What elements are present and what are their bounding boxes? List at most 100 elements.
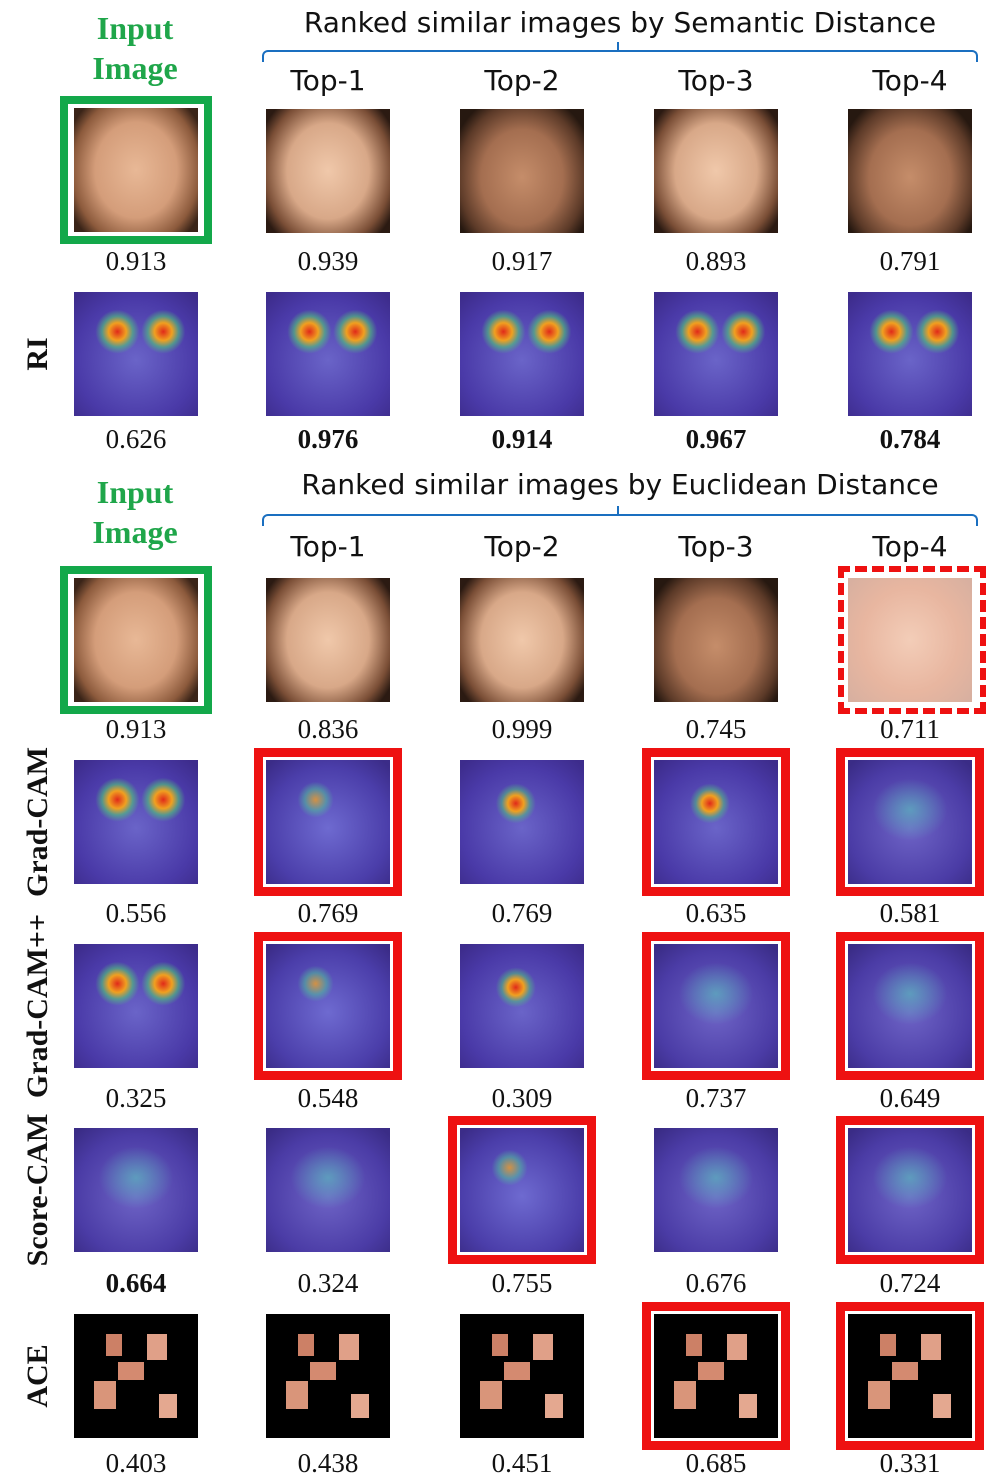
ace-top3-red-frame xyxy=(642,1302,790,1450)
gradcam-top3-heatmap xyxy=(654,760,778,884)
score: 0.556 xyxy=(105,898,167,928)
gradcampp-top3-red-frame xyxy=(642,932,790,1080)
col-top4-header: Top-4 xyxy=(872,530,948,563)
score: 0.745 xyxy=(685,714,747,744)
semantic-bracket xyxy=(262,50,978,62)
gradcampp-top2-heatmap xyxy=(460,944,584,1068)
input-image-title-1: Input Image xyxy=(92,10,178,86)
score: 0.769 xyxy=(297,898,359,928)
ace-top4-red-frame xyxy=(836,1302,984,1450)
input-face-image xyxy=(74,108,198,232)
score: 0.324 xyxy=(297,1268,359,1298)
score: 0.976 xyxy=(297,424,359,454)
gradcam-top1-red-frame xyxy=(254,748,402,896)
semantic-top1-image xyxy=(266,109,390,233)
row-label-grad-cam-plus-plus: Grad-CAM++ xyxy=(21,913,54,1099)
euclid-top4-image xyxy=(848,578,972,702)
gradcampp-top3-heatmap xyxy=(654,944,778,1068)
gradcam-top3-red-frame xyxy=(642,748,790,896)
gradcam-input-heatmap xyxy=(74,760,198,884)
ace-top3-image xyxy=(654,1314,778,1438)
scorecam-top1-heatmap xyxy=(266,1128,390,1252)
euclidean-bracket xyxy=(262,514,978,526)
score: 0.649 xyxy=(879,1083,941,1113)
ri-top3-heatmap xyxy=(654,292,778,416)
score: 0.309 xyxy=(491,1083,553,1113)
score: 0.664 xyxy=(105,1268,167,1298)
ri-top2-heatmap xyxy=(460,292,584,416)
input-green-frame xyxy=(60,96,212,244)
row-label-score-cam: Score-CAM xyxy=(21,1113,54,1267)
score: 0.451 xyxy=(491,1448,553,1478)
col-top2-header: Top-2 xyxy=(484,64,560,97)
scorecam-top3-heatmap xyxy=(654,1128,778,1252)
gradcampp-top4-heatmap xyxy=(848,944,972,1068)
col-top3-header: Top-3 xyxy=(678,64,754,97)
col-top1-header: Top-1 xyxy=(290,530,366,563)
euclid-top2-image xyxy=(460,578,584,702)
scorecam-top2-heatmap xyxy=(460,1128,584,1252)
semantic-top3-image xyxy=(654,109,778,233)
score: 0.917 xyxy=(491,246,553,276)
input-face-image xyxy=(74,578,198,702)
score: 0.893 xyxy=(685,246,747,276)
input-image-title-2: Input Image xyxy=(92,474,178,550)
gradcam-top2-heatmap xyxy=(460,760,584,884)
gradcam-top1-heatmap xyxy=(266,760,390,884)
ri-top1-heatmap xyxy=(266,292,390,416)
score: 0.581 xyxy=(879,898,941,928)
gradcam-top4-red-frame xyxy=(836,748,984,896)
score: 0.769 xyxy=(491,898,553,928)
score: 0.403 xyxy=(105,1448,167,1478)
scorecam-top4-red-frame xyxy=(836,1116,984,1264)
score: 0.784 xyxy=(879,424,941,454)
score: 0.325 xyxy=(105,1083,167,1113)
ace-top4-image xyxy=(848,1314,972,1438)
col-top3-header: Top-3 xyxy=(678,530,754,563)
euclid-top1-image xyxy=(266,578,390,702)
scorecam-top4-heatmap xyxy=(848,1128,972,1252)
score: 0.913 xyxy=(105,246,167,276)
score: 0.967 xyxy=(685,424,747,454)
score: 0.724 xyxy=(879,1268,941,1298)
score: 0.914 xyxy=(491,424,553,454)
score: 0.836 xyxy=(297,714,359,744)
semantic-top2-image xyxy=(460,109,584,233)
input-green-frame xyxy=(60,566,212,714)
score: 0.331 xyxy=(879,1448,941,1478)
col-top4-header: Top-4 xyxy=(872,64,948,97)
ri-input-heatmap xyxy=(74,292,198,416)
score: 0.438 xyxy=(297,1448,359,1478)
score: 0.626 xyxy=(105,424,167,454)
row-label-ri: RI xyxy=(21,337,54,371)
ace-top2-image xyxy=(460,1314,584,1438)
gradcampp-top4-red-frame xyxy=(836,932,984,1080)
gradcam-top4-heatmap xyxy=(848,760,972,884)
euclidean-distance-header: Ranked similar images by Euclidean Dista… xyxy=(301,468,939,501)
score: 0.999 xyxy=(491,714,553,744)
euclid-top4-dashed-frame xyxy=(838,566,986,714)
gradcampp-input-heatmap xyxy=(74,944,198,1068)
score: 0.676 xyxy=(685,1268,747,1298)
row-label-ace: ACE xyxy=(21,1344,54,1408)
col-top1-header: Top-1 xyxy=(290,64,366,97)
gradcampp-top1-heatmap xyxy=(266,944,390,1068)
score: 0.791 xyxy=(879,246,941,276)
score: 0.685 xyxy=(685,1448,747,1478)
score: 0.711 xyxy=(880,714,940,744)
score: 0.548 xyxy=(297,1083,359,1113)
score: 0.755 xyxy=(491,1268,553,1298)
scorecam-input-heatmap xyxy=(74,1128,198,1252)
gradcampp-top1-red-frame xyxy=(254,932,402,1080)
semantic-top4-image xyxy=(848,109,972,233)
ace-input-image xyxy=(74,1314,198,1438)
score: 0.737 xyxy=(685,1083,747,1113)
col-top2-header: Top-2 xyxy=(484,530,560,563)
score: 0.635 xyxy=(685,898,747,928)
semantic-distance-header: Ranked similar images by Semantic Distan… xyxy=(303,6,937,39)
row-label-grad-cam: Grad-CAM xyxy=(21,747,54,897)
ri-top4-heatmap xyxy=(848,292,972,416)
ace-top1-image xyxy=(266,1314,390,1438)
score: 0.939 xyxy=(297,246,359,276)
score: 0.913 xyxy=(105,714,167,744)
